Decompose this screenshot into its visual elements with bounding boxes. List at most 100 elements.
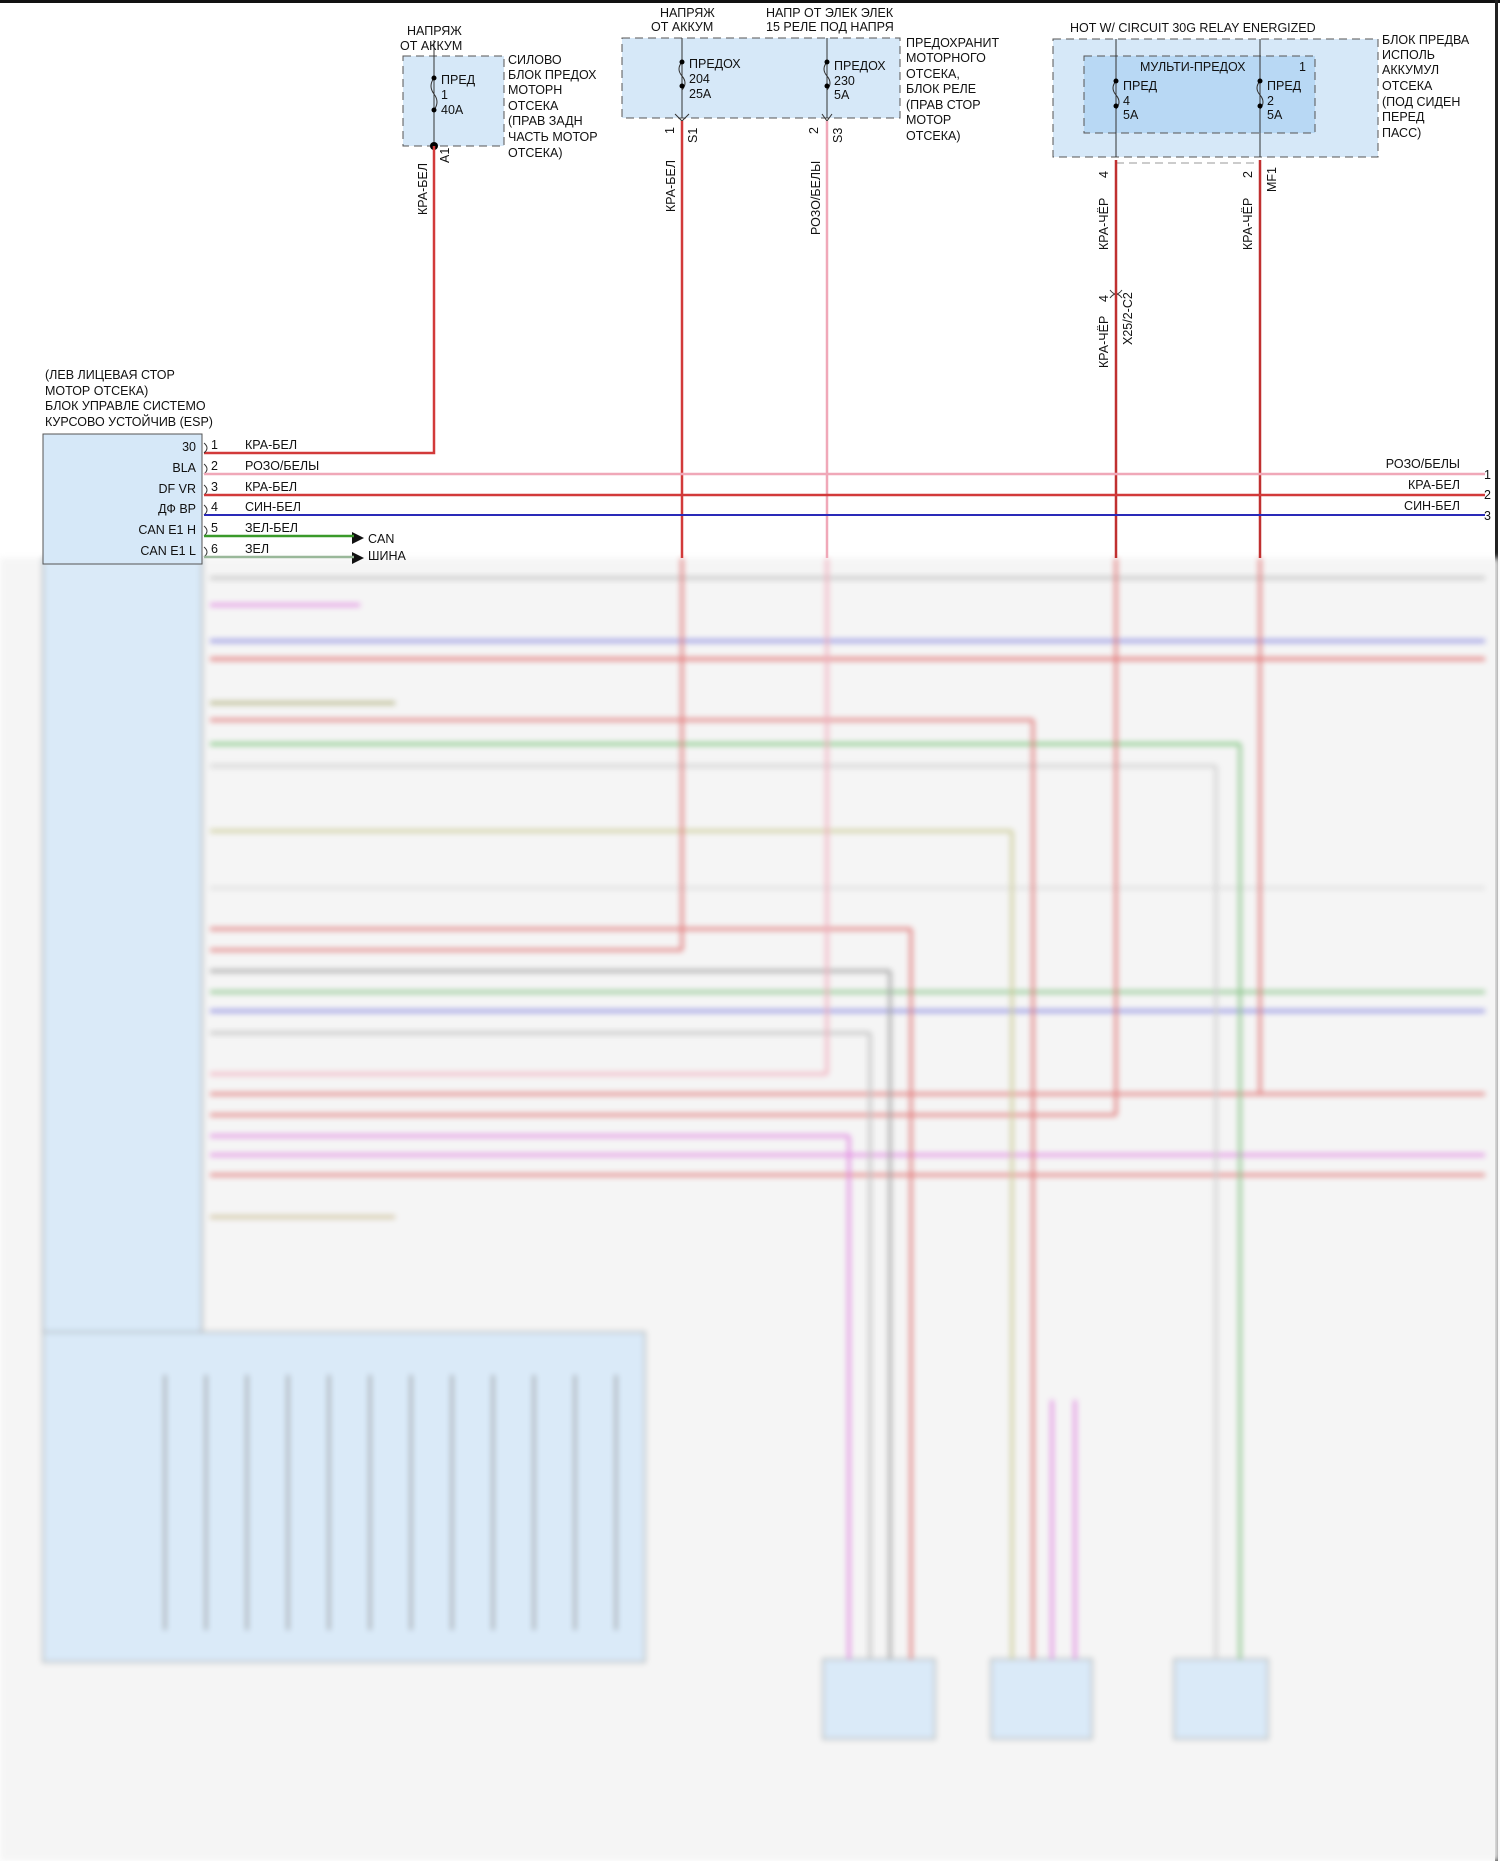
wire-color-label: КРА-БЕЛ — [245, 480, 297, 494]
fuse-box-right: HOT W/ CIRCUIT 30G RELAY ENERGIZED МУЛЬТ… — [1052, 21, 1470, 368]
svg-text:(ЛЕВ ЛИЦЕВАЯ СТОР: (ЛЕВ ЛИЦЕВАЯ СТОР — [45, 368, 175, 382]
svg-text:MF1: MF1 — [1265, 167, 1279, 192]
svg-text:ЧАСТЬ МОТОР: ЧАСТЬ МОТОР — [508, 130, 598, 144]
svg-text:ПЕРЕД: ПЕРЕД — [1382, 110, 1425, 124]
svg-text:ОТСЕКА): ОТСЕКА) — [906, 129, 961, 143]
pin-number: 6 — [211, 542, 218, 556]
svg-text:КРА-БЕЛ: КРА-БЕЛ — [664, 160, 678, 212]
wire-color-label: ЗЕЛ-БЕЛ — [245, 521, 298, 535]
pin-connector-icon — [203, 484, 208, 496]
svg-text:(ПОД СИДЕН: (ПОД СИДЕН — [1382, 95, 1460, 109]
fuse-box-left-description: СИЛОВО БЛОК ПРЕДОХ МОТОРН ОТСЕКА (ПРАВ З… — [508, 53, 598, 160]
right-outputs: РОЗО/БЕЛЫ 1 КРА-БЕЛ 2 СИН-БЕЛ 3 — [1386, 457, 1491, 523]
fuse-icon — [1256, 80, 1264, 110]
svg-text:ОТСЕКА): ОТСЕКА) — [508, 146, 563, 160]
svg-text:ШИНА: ШИНА — [368, 549, 406, 563]
blurred-lower-section — [0, 557, 1500, 1861]
svg-text:МОТОР ОТСЕКА): МОТОР ОТСЕКА) — [45, 384, 148, 398]
pin-connector-icon — [203, 463, 208, 475]
svg-text:2: 2 — [1267, 94, 1274, 108]
svg-text:(ПРАВ СТОР: (ПРАВ СТОР — [906, 98, 981, 112]
svg-text:МОТОРНОГО: МОТОРНОГО — [906, 51, 986, 65]
svg-text:1: 1 — [1299, 60, 1306, 74]
pin-name: BLA — [172, 461, 196, 475]
svg-text:230: 230 — [834, 74, 855, 88]
wire-label: КРА-БЕЛ — [416, 163, 430, 215]
svg-text:ОТ АККУМ: ОТ АККУМ — [651, 20, 713, 34]
svg-text:ПРЕДОХ: ПРЕДОХ — [689, 57, 741, 71]
svg-text:НАПР ОТ ЭЛЕК ЭЛЕК: НАПР ОТ ЭЛЕК ЭЛЕК — [766, 6, 894, 20]
pin-name: CAN E1 H — [138, 523, 196, 537]
svg-text:ИСПОЛЬ: ИСПОЛЬ — [1382, 48, 1435, 62]
pin-connector-icon — [203, 504, 208, 516]
svg-text:СИЛОВО: СИЛОВО — [508, 53, 562, 67]
svg-text:5A: 5A — [1123, 108, 1139, 122]
svg-text:40A: 40A — [441, 103, 464, 117]
fuse-box-middle: НАПРЯЖ ОТ АККУМ НАПР ОТ ЭЛЕК ЭЛЕК 15 РЕЛ… — [621, 6, 999, 235]
svg-text:1: 1 — [441, 88, 448, 102]
svg-text:КУРСОВО УСТОЙЧИВ (ESP): КУРСОВО УСТОЙЧИВ (ESP) — [45, 414, 213, 429]
svg-text:X25/2-C2: X25/2-C2 — [1121, 292, 1135, 345]
top-border — [0, 0, 1500, 3]
svg-text:БЛОК ПРЕДОХ: БЛОК ПРЕДОХ — [508, 68, 597, 82]
svg-text:1: 1 — [663, 127, 677, 134]
svg-text:4: 4 — [1123, 94, 1130, 108]
svg-text:МОТОР: МОТОР — [906, 113, 951, 127]
svg-text:КРА-ЧЁР: КРА-ЧЁР — [1097, 316, 1111, 368]
svg-text:МОТОРН: МОТОРН — [508, 83, 562, 97]
wire-color-label: СИН-БЕЛ — [245, 500, 301, 514]
svg-text:НАПРЯЖ: НАПРЯЖ — [660, 6, 715, 20]
pin-connector-icon — [203, 525, 208, 537]
svg-text:1: 1 — [1484, 468, 1491, 482]
svg-text:25A: 25A — [689, 87, 712, 101]
svg-text:АККУМУЛ: АККУМУЛ — [1382, 63, 1439, 77]
pin-number: 5 — [211, 521, 218, 535]
svg-text:S3: S3 — [831, 128, 845, 143]
svg-text:ПРЕДОХ: ПРЕДОХ — [834, 59, 886, 73]
fuse-icon — [430, 77, 438, 111]
wire-color-label: РОЗО/БЕЛЫ — [245, 459, 319, 473]
pin-name: CAN E1 L — [140, 544, 196, 558]
fuse-icon — [1112, 80, 1120, 110]
svg-text:ПАСС): ПАСС) — [1382, 126, 1421, 140]
arrow-icon — [352, 532, 364, 544]
esp-module: (ЛЕВ ЛИЦЕВАЯ СТОР МОТОР ОТСЕКА) БЛОК УПР… — [42, 368, 406, 565]
svg-text:15 РЕЛЕ ПОД НАПРЯ: 15 РЕЛЕ ПОД НАПРЯ — [766, 20, 894, 34]
fuse-label: ПРЕД — [441, 73, 476, 87]
pin-connector-icon — [203, 442, 208, 454]
arrow-icon — [352, 552, 364, 564]
svg-text:CAN: CAN — [368, 532, 394, 546]
svg-text:ПРЕД: ПРЕД — [1267, 79, 1302, 93]
svg-text:2: 2 — [1484, 488, 1491, 502]
wire-color-label: КРА-БЕЛ — [245, 438, 297, 452]
svg-text:ОТ АККУМ: ОТ АККУМ — [400, 39, 462, 53]
fuse-box-left: НАПРЯЖ ОТ АККУМ ПРЕД 1 40A СИЛОВО БЛОК П… — [400, 24, 598, 215]
pin-name: DF VR — [159, 482, 197, 496]
pin-number: 1 — [211, 438, 218, 452]
svg-text:ПРЕДОХРАНИТ: ПРЕДОХРАНИТ — [906, 36, 999, 50]
svg-text:4: 4 — [1097, 171, 1111, 178]
svg-text:2: 2 — [807, 127, 821, 134]
svg-text:204: 204 — [689, 72, 710, 86]
svg-text:РОЗО/БЕЛЫ: РОЗО/БЕЛЫ — [1386, 457, 1460, 471]
wire-kra-bel-30 — [204, 146, 436, 455]
svg-text:КРА-ЧЁР: КРА-ЧЁР — [1241, 198, 1255, 250]
svg-text:КРА-ЧЁР: КРА-ЧЁР — [1097, 198, 1111, 250]
svg-text:4: 4 — [1097, 295, 1111, 302]
pin-name: 30 — [182, 440, 196, 454]
svg-text:БЛОК РЕЛЕ: БЛОК РЕЛЕ — [906, 82, 976, 96]
svg-text:БЛОК УПРАВЛЕ СИСТЕМО: БЛОК УПРАВЛЕ СИСТЕМО — [45, 399, 206, 413]
supply-label: НАПРЯЖ — [407, 24, 462, 38]
svg-text:2: 2 — [1241, 171, 1255, 178]
svg-text:СИН-БЕЛ: СИН-БЕЛ — [1404, 499, 1460, 513]
pin-number: 4 — [211, 500, 218, 514]
pin-number: 3 — [211, 480, 218, 494]
svg-text:ОТСЕКА: ОТСЕКА — [1382, 79, 1433, 93]
svg-text:РОЗО/БЕЛЫ: РОЗО/БЕЛЫ — [809, 161, 823, 235]
pin-number: 2 — [211, 459, 218, 473]
svg-text:HOT W/ CIRCUIT 30G RELAY ENERG: HOT W/ CIRCUIT 30G RELAY ENERGIZED — [1070, 21, 1316, 35]
multi-fuse-label: МУЛЬТИ-ПРЕДОХ — [1140, 60, 1246, 74]
svg-text:ОТСЕКА: ОТСЕКА — [508, 99, 559, 113]
svg-text:БЛОК ПРЕДВА: БЛОК ПРЕДВА — [1382, 33, 1470, 47]
